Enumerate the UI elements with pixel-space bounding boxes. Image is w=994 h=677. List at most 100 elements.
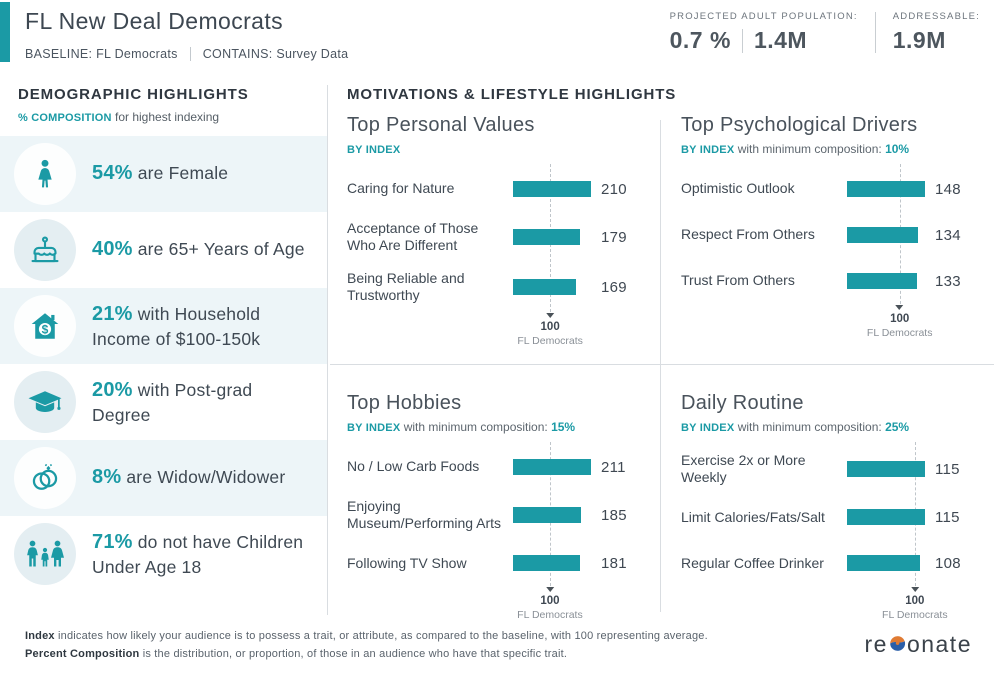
demographic-stat-text: 20% with Post-grad Degree — [92, 379, 253, 425]
percent-composition-label: % COMPOSITION — [18, 112, 112, 124]
index-value: 115 — [935, 508, 960, 526]
index-bar — [513, 459, 591, 475]
chart-row-label: Being Reliable and Trustworthy — [347, 270, 465, 304]
meta-divider — [189, 47, 191, 61]
demographic-stat-text: 54% are Female — [92, 162, 229, 185]
chart-row: Acceptance of Those Who Are Different 179 — [347, 220, 659, 254]
chart-subtitle: BY INDEX with minimum composition: 25% — [681, 420, 910, 434]
index-value: 185 — [601, 506, 627, 524]
chart-row: Exercise 2x or More Weekly 115 — [681, 452, 993, 486]
bar-track — [847, 461, 927, 478]
chart-row-label: Regular Coffee Drinker — [681, 554, 824, 571]
index-value: 181 — [601, 554, 627, 572]
min-composition-value: 15% — [551, 420, 576, 434]
wedding-rings-icon — [14, 447, 76, 509]
chart-row-label: Limit Calories/Fats/Salt — [681, 508, 825, 525]
stat-label: PROJECTED ADULT POPULATION: — [669, 11, 858, 22]
stat-percent: 71% — [92, 531, 133, 553]
chart-row: Regular Coffee Drinker 108 — [681, 548, 993, 578]
index-value: 133 — [935, 272, 961, 290]
chart-title: Top Hobbies — [347, 392, 462, 414]
min-composition-value: 10% — [885, 142, 910, 156]
chart-row-label: Caring for Nature — [347, 180, 455, 197]
index-value: 210 — [601, 180, 627, 198]
stat-value-addressable: 1.9M — [892, 27, 946, 53]
index-bar — [513, 507, 582, 524]
by-index-label: BY INDEX — [681, 422, 735, 434]
index-definition: Index indicates how likely your audience… — [25, 627, 708, 645]
by-index-label: BY INDEX — [347, 422, 401, 434]
baseline-value: 100 — [540, 595, 560, 607]
baseline-marker: 100 FL Democrats — [517, 313, 583, 349]
contains-label: CONTAINS: Survey Data — [202, 47, 349, 61]
by-index-label: BY INDEX — [347, 144, 401, 156]
by-index-label: BY INDEX — [681, 144, 735, 156]
graduation-cap-icon — [14, 371, 76, 433]
stat-label: ADDRESSABLE: — [892, 11, 980, 22]
bar-track — [513, 181, 593, 197]
demographic-row: $21% with Household Income of $100-150k — [0, 288, 327, 364]
sidebar-divider — [327, 85, 328, 615]
demographic-stat-text: 8% are Widow/Widower — [92, 466, 286, 489]
index-bar — [847, 181, 925, 197]
index-bar — [513, 555, 580, 572]
chart-row: Enjoying Museum/Performing Arts 185 — [347, 498, 659, 532]
chart-row: Following TV Show 181 — [347, 548, 659, 578]
chart-row: Limit Calories/Fats/Salt 115 — [681, 502, 993, 532]
chart-row: Optimistic Outlook 148 — [681, 174, 993, 204]
chart-row-label: Optimistic Outlook — [681, 180, 795, 197]
logo-text-post: onate — [906, 631, 972, 657]
bar-track — [847, 227, 927, 243]
subheading-rest: for highest indexing — [111, 110, 220, 124]
demographic-subheading: % COMPOSITION for highest indexing — [18, 110, 219, 124]
chart-rows: No / Low Carb Foods 211 Enjoying Museum/Pe… — [347, 452, 659, 578]
chart-title: Daily Routine — [681, 392, 804, 414]
chart-row: No / Low Carb Foods 211 — [347, 452, 659, 482]
index-bar — [847, 509, 925, 526]
chart-rows: Caring for Nature 210 Acceptance of Those … — [347, 174, 659, 304]
quadrant-vertical-divider — [660, 120, 661, 612]
chart-subtitle: BY INDEX — [347, 142, 659, 156]
stat-projected-population: PROJECTED ADULT POPULATION: 0.7 % 1.4M — [668, 11, 860, 54]
header-stats: PROJECTED ADULT POPULATION: 0.7 % 1.4M A… — [668, 11, 982, 54]
stat-addressable: ADDRESSABLE: 1.9M — [891, 11, 982, 54]
percent-composition-term: Percent Composition — [25, 648, 140, 661]
index-value: 108 — [935, 554, 961, 572]
bar-track — [847, 273, 927, 289]
chart-row-label: Enjoying Museum/Performing Arts — [347, 498, 502, 532]
index-bar — [847, 461, 925, 478]
baseline-name: FL Democrats — [517, 334, 583, 347]
bar-track — [847, 509, 927, 526]
index-value: 134 — [935, 226, 961, 244]
index-value: 211 — [601, 458, 626, 476]
resonate-logo: re onate — [864, 631, 972, 658]
index-bar — [847, 227, 918, 243]
demographic-row: 20% with Post-grad Degree — [0, 364, 327, 440]
bar-track — [513, 279, 593, 296]
chart-row: Being Reliable and Trustworthy 169 — [347, 270, 659, 304]
demographic-row: 71% do not have Children Under Age 18 — [0, 516, 327, 592]
demographic-row: 8% are Widow/Widower — [0, 440, 327, 516]
stat-value-divider — [741, 28, 743, 53]
chart-top-psychological-drivers: Top Psychological Drivers BY INDEX with m… — [681, 114, 993, 339]
demographic-rows: 54% are Female 40% are 65+ Years of Age $2… — [0, 136, 327, 592]
chart-rows: Exercise 2x or More Weekly 115 Limit Calor… — [681, 452, 993, 578]
baseline-label: BASELINE: FL Democrats — [25, 47, 178, 61]
baseline-arrow-icon — [895, 305, 904, 310]
bar-track — [513, 555, 593, 572]
stat-percent: 40% — [92, 238, 133, 261]
bar-track — [513, 507, 593, 524]
female-icon — [14, 143, 76, 205]
resonate-logo-swirl-icon — [888, 631, 907, 658]
family-icon — [14, 523, 76, 585]
chart-subtitle: BY INDEX with minimum composition: 15% — [347, 420, 576, 434]
chart-row: Trust From Others 133 — [681, 266, 993, 296]
baseline-value: 100 — [890, 313, 910, 325]
baseline-name: FL Democrats — [882, 608, 948, 621]
index-term: Index — [25, 630, 55, 642]
baseline-name: FL Democrats — [517, 608, 583, 621]
index-bar-chart: Exercise 2x or More Weekly 115 Limit Calor… — [681, 442, 993, 621]
index-bar — [847, 273, 918, 289]
percent-composition-definition-text: is the distribution, or proportion, of t… — [139, 648, 568, 661]
min-composition-value: 25% — [885, 420, 910, 434]
